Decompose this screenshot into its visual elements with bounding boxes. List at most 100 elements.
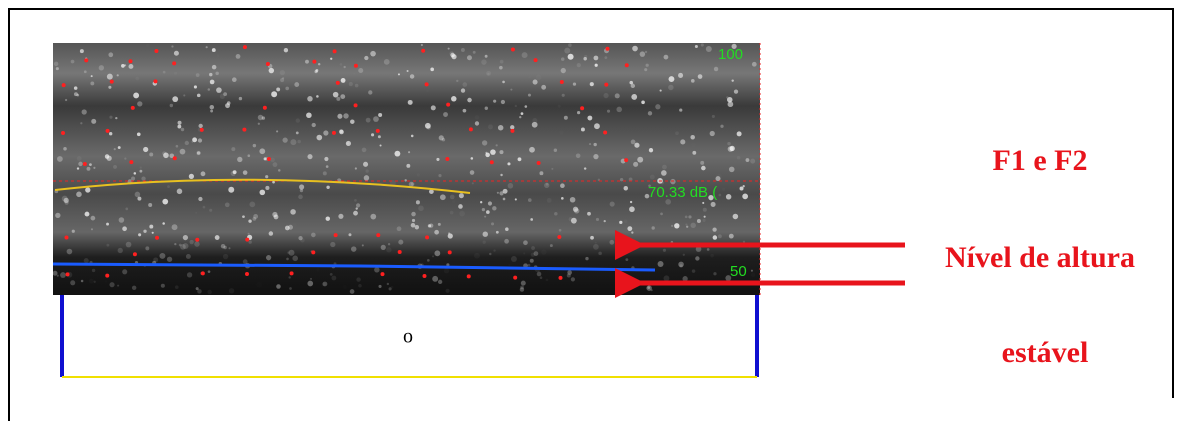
texture-dot xyxy=(499,65,503,70)
formant-dot xyxy=(199,127,204,132)
texture-dot xyxy=(338,213,344,219)
texture-dot xyxy=(609,239,615,245)
texture-dot xyxy=(280,78,285,83)
texture-dot xyxy=(109,132,113,136)
texture-dot xyxy=(343,113,349,119)
texture-dot xyxy=(536,271,542,277)
texture-dot xyxy=(644,50,648,54)
texture-dot xyxy=(705,46,712,53)
texture-dot xyxy=(365,169,369,173)
texture-dot xyxy=(138,233,142,237)
texture-dot xyxy=(583,167,587,170)
texture-dot xyxy=(410,222,416,228)
texture-dot xyxy=(482,231,488,237)
texture-dot xyxy=(678,72,684,78)
texture-dot xyxy=(437,222,441,226)
texture-dot xyxy=(493,99,497,103)
texture-dot xyxy=(171,45,174,48)
texture-dot xyxy=(379,144,382,147)
texture-dot xyxy=(495,230,499,234)
texture-dot xyxy=(139,169,143,173)
texture-dot xyxy=(408,181,414,187)
texture-dot xyxy=(546,197,552,203)
texture-dot xyxy=(311,232,316,238)
texture-dot xyxy=(356,203,361,208)
texture-dot xyxy=(394,150,401,157)
texture-dot xyxy=(389,75,393,79)
texture-dot xyxy=(449,194,455,200)
texture-dot xyxy=(117,284,120,287)
texture-dot xyxy=(106,222,109,226)
texture-dot xyxy=(594,63,598,67)
texture-dot xyxy=(484,215,487,218)
texture-dot xyxy=(487,72,490,76)
texture-dot xyxy=(133,172,137,175)
texture-dot xyxy=(345,140,352,147)
texture-dot xyxy=(594,123,600,130)
texture-dot xyxy=(691,142,696,147)
texture-dot xyxy=(661,170,667,176)
texture-dot xyxy=(289,287,292,290)
texture-dot xyxy=(196,93,201,98)
texture-dot xyxy=(631,231,634,234)
formant-dot xyxy=(489,160,494,165)
texture-dot xyxy=(564,47,571,54)
texture-dot xyxy=(446,263,450,266)
texture-dot xyxy=(307,280,314,287)
texture-dot xyxy=(195,287,199,291)
annotation: Nível de altura xyxy=(945,241,1135,274)
texture-dot xyxy=(162,222,165,225)
texture-dot xyxy=(242,215,245,219)
texture-dot xyxy=(151,231,154,234)
texture-dot xyxy=(467,97,472,103)
texture-dot xyxy=(343,285,347,289)
formant-dot xyxy=(128,59,133,64)
texture-dot xyxy=(720,124,724,128)
texture-dot xyxy=(527,263,531,267)
texture-dot xyxy=(718,193,722,197)
texture-dot xyxy=(496,191,499,194)
texture-dot xyxy=(259,148,266,155)
texture-dot xyxy=(438,174,442,178)
formant-dot xyxy=(513,275,518,280)
texture-dot xyxy=(193,85,197,89)
texture-dot xyxy=(523,252,526,255)
formant-dot xyxy=(65,272,70,277)
texture-dot xyxy=(148,203,153,208)
texture-dot xyxy=(188,173,195,179)
texture-dot xyxy=(750,158,756,164)
texture-dot xyxy=(441,138,446,142)
texture-dot xyxy=(736,131,742,137)
texture-dot xyxy=(703,215,706,218)
texture-dot xyxy=(81,109,87,115)
texture-dot xyxy=(539,276,543,279)
texture-dot xyxy=(358,283,362,288)
texture-dot xyxy=(378,113,383,118)
texture-dot xyxy=(292,255,299,262)
texture-dot xyxy=(108,85,112,89)
formant-dot xyxy=(84,58,89,63)
texture-dot xyxy=(211,64,217,70)
texture-dot xyxy=(580,127,585,132)
formant-dot xyxy=(172,61,177,66)
texture-dot xyxy=(56,274,59,277)
texture-dot xyxy=(568,217,573,222)
texture-dot xyxy=(466,55,472,61)
texture-dot xyxy=(354,83,359,88)
formant-dot xyxy=(153,79,158,84)
texture-dot xyxy=(545,278,549,282)
texture-dot xyxy=(566,273,571,278)
texture-dot xyxy=(554,212,558,216)
texture-dot xyxy=(285,86,290,91)
formant-dot xyxy=(64,235,69,240)
texture-dot xyxy=(176,188,183,195)
texture-dot xyxy=(696,218,701,223)
texture-dot xyxy=(179,148,186,155)
texture-dot xyxy=(192,137,198,143)
texture-dot xyxy=(118,217,125,223)
texture-dot xyxy=(641,100,645,105)
texture-dot xyxy=(497,124,504,131)
texture-dot xyxy=(198,123,203,129)
texture-dot xyxy=(603,220,606,223)
texture-dot xyxy=(502,80,505,84)
